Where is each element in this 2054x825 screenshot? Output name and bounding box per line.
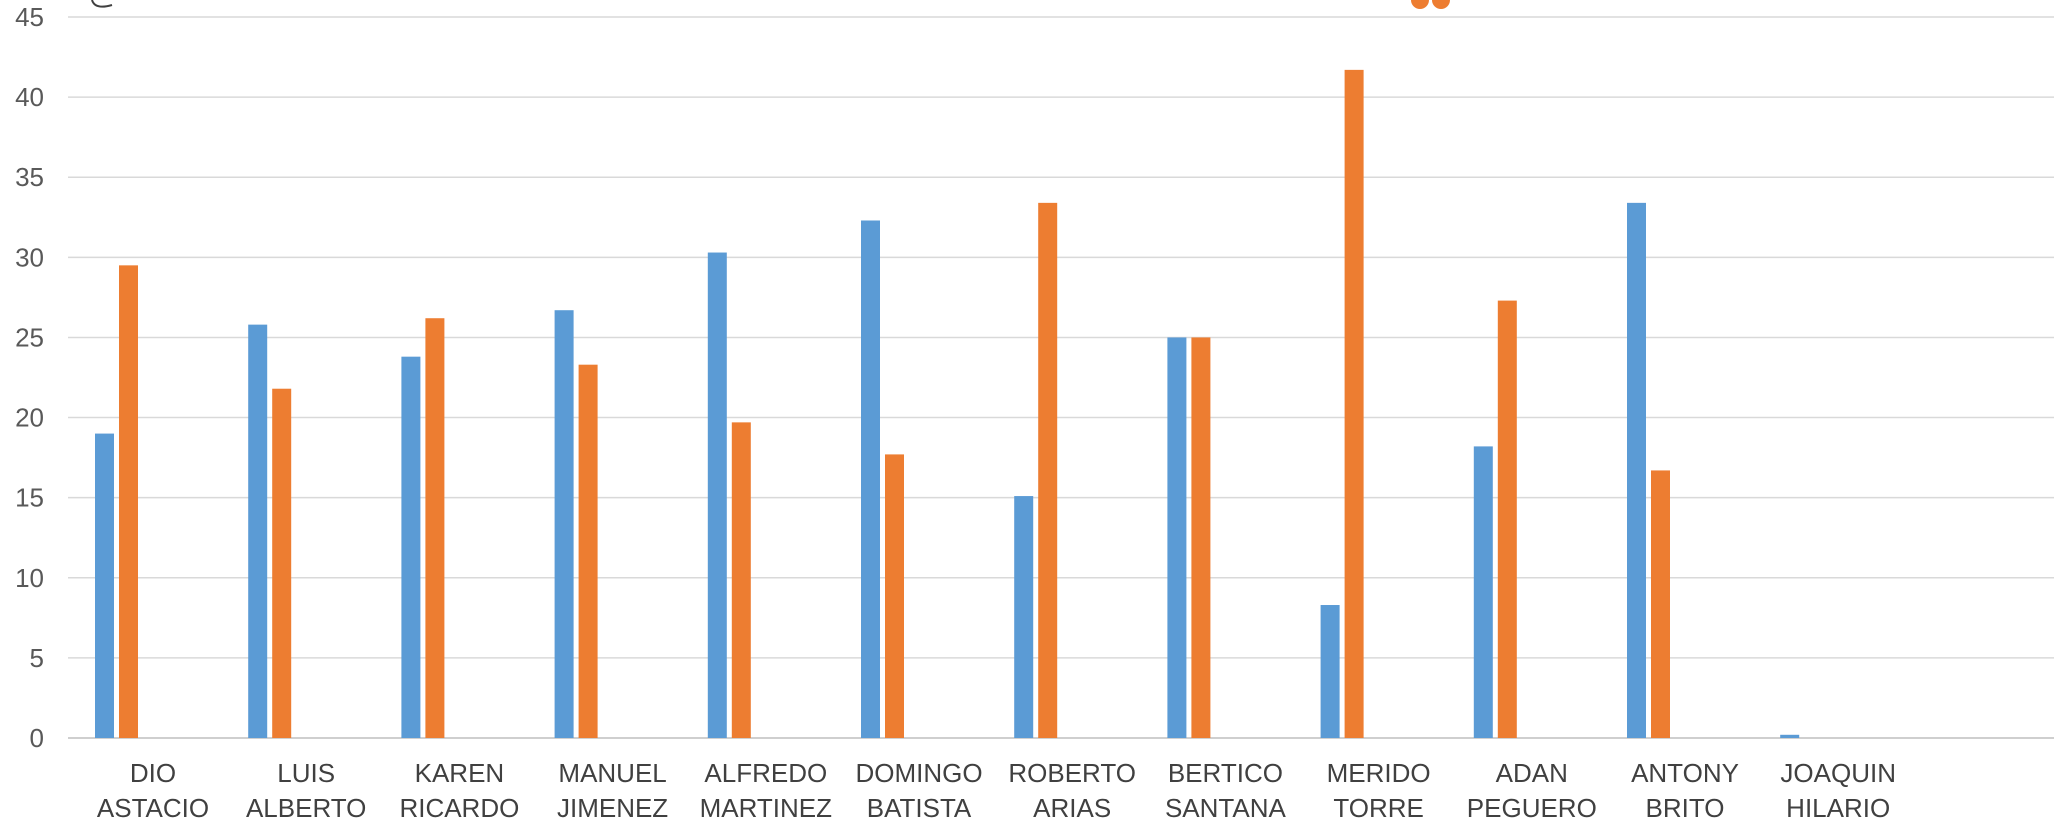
bar-series-1 [1320,605,1340,738]
bar-series-1 [1014,496,1034,738]
bar-series-2 [1497,300,1517,738]
bar-series-2 [885,454,904,738]
x-category-label: SANTANA [1165,793,1287,823]
x-category-label: DIO [130,758,176,788]
cropped-shape-fragment [91,0,113,8]
bar-series-1 [1627,202,1646,738]
y-tick-label: 0 [30,723,44,753]
x-category-label: RICARDO [399,793,519,823]
bar-series-2 [578,364,598,738]
bar-series-2 [731,422,751,738]
x-category-label: ARIAS [1033,793,1111,823]
y-tick-label: 15 [15,483,44,513]
y-tick-label: 25 [15,322,44,352]
y-tick-label: 30 [15,242,44,272]
bar-series-1 [707,252,727,738]
x-category-label: BATISTA [867,793,972,823]
bar-series-2 [1038,202,1058,738]
x-category-label: ANTONY [1631,758,1739,788]
x-category-label: ALFREDO [704,758,827,788]
cropped-legend-fragments [91,0,1450,9]
x-category-label: JIMENEZ [557,793,668,823]
bar-series-1 [1473,446,1493,738]
x-category-label: HILARIO [1786,793,1890,823]
y-tick-label: 20 [15,403,44,433]
x-category-label: MARTINEZ [700,793,833,823]
y-tick-label: 40 [15,82,44,112]
bar-series-2 [425,318,445,738]
x-category-label: ALBERTO [246,793,366,823]
x-category-label: DOMINGO [855,758,982,788]
bar-series-1 [554,310,574,738]
gridlines [68,16,2054,739]
y-tick-label: 5 [30,643,44,673]
x-category-label: PEGUERO [1467,793,1597,823]
bar-series-1 [248,324,268,738]
bar-series-2 [272,388,292,738]
bar-series-1 [95,433,114,738]
x-category-label: ADAN [1496,758,1568,788]
bar-series-2 [1191,337,1211,738]
bar-series-1 [861,220,880,738]
x-category-label: KAREN [415,758,505,788]
x-category-label: LUIS [277,758,335,788]
x-category-label: MERIDO [1327,758,1431,788]
x-category-label: ROBERTO [1008,758,1136,788]
x-category-label: BRITO [1646,793,1725,823]
bar-series-2 [119,265,138,738]
bars [95,69,1800,738]
bar-series-1 [1167,337,1187,738]
bar-series-1 [401,356,421,738]
bar-series-2 [1344,69,1364,738]
x-category-label: MANUEL [558,758,666,788]
y-axis-ticks: 0 5 10 15 20 25 30 35 40 45 [15,2,44,753]
x-axis-labels: DIO ASTACIO LUIS ALBERTO KAREN RICARDO MANUEL J… [97,758,1896,823]
y-tick-label: 10 [15,563,44,593]
x-category-label: BERTICO [1168,758,1283,788]
bar-series-1 [1780,734,1800,738]
x-category-label: ASTACIO [97,793,209,823]
y-tick-label: 45 [15,2,44,32]
y-tick-label: 35 [15,162,44,192]
cropped-legend-marker [1432,0,1450,9]
x-category-label: TORRE [1333,793,1424,823]
bar-series-2 [1651,470,1670,738]
x-category-label: JOAQUIN [1780,758,1896,788]
cropped-legend-marker [1411,0,1429,9]
